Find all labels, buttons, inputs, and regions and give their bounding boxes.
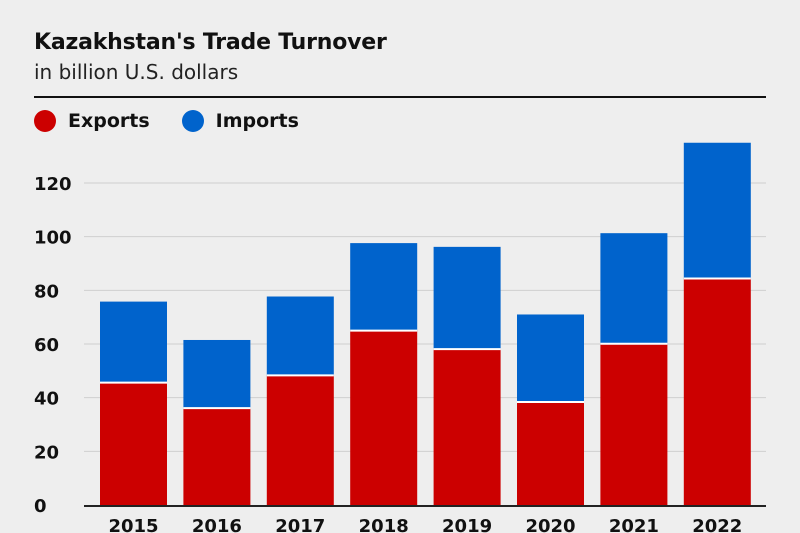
- y-tick-label: 40: [34, 389, 59, 410]
- legend-item-exports: Exports: [34, 110, 150, 132]
- bar-exports-2018: [350, 330, 418, 505]
- bar-imports-2017: [266, 296, 334, 376]
- bar-exports-2017: [266, 375, 334, 505]
- bar-imports-2019: [433, 246, 501, 350]
- x-tick-label: 2020: [525, 516, 575, 533]
- bar-imports-2016: [183, 339, 251, 409]
- x-tick-label: 2022: [692, 516, 742, 533]
- bar-exports-2021: [600, 343, 668, 505]
- chart-subtitle: in billion U.S. dollars: [34, 60, 239, 84]
- x-tick-label: 2021: [609, 516, 659, 533]
- bar-imports-2021: [600, 233, 668, 344]
- y-tick-label: 0: [34, 496, 47, 517]
- y-tick-label: 120: [34, 174, 72, 195]
- x-tick-label: 2018: [359, 516, 409, 533]
- x-tick-label: 2016: [192, 516, 242, 533]
- legend-swatch-imports: [181, 110, 204, 132]
- bar-exports-2020: [517, 401, 584, 505]
- bar-exports-2015: [100, 382, 167, 505]
- bar-imports-2020: [517, 314, 584, 402]
- y-tick-label: 100: [34, 228, 72, 249]
- chart-title: Kazakhstan's Trade Turnover: [34, 30, 387, 55]
- legend-label-exports: Exports: [68, 110, 150, 132]
- bar-imports-2015: [100, 301, 167, 383]
- x-tick-label: 2017: [275, 516, 325, 533]
- x-tick-label: 2015: [108, 516, 158, 533]
- bar-exports-2022: [683, 278, 751, 505]
- x-tick-label: 2019: [442, 516, 492, 533]
- y-tick-label: 80: [34, 281, 59, 302]
- bar-imports-2018: [350, 243, 418, 331]
- bar-imports-2022: [683, 142, 751, 279]
- y-tick-label: 20: [34, 442, 59, 463]
- legend-label-imports: Imports: [215, 110, 299, 132]
- legend: Exports Imports: [34, 106, 331, 136]
- title-divider: [34, 96, 766, 98]
- bar-exports-2016: [183, 408, 251, 505]
- y-tick-label: 60: [34, 335, 59, 356]
- legend-item-imports: Imports: [181, 110, 299, 132]
- bar-exports-2019: [433, 349, 501, 505]
- legend-swatch-exports: [34, 110, 56, 132]
